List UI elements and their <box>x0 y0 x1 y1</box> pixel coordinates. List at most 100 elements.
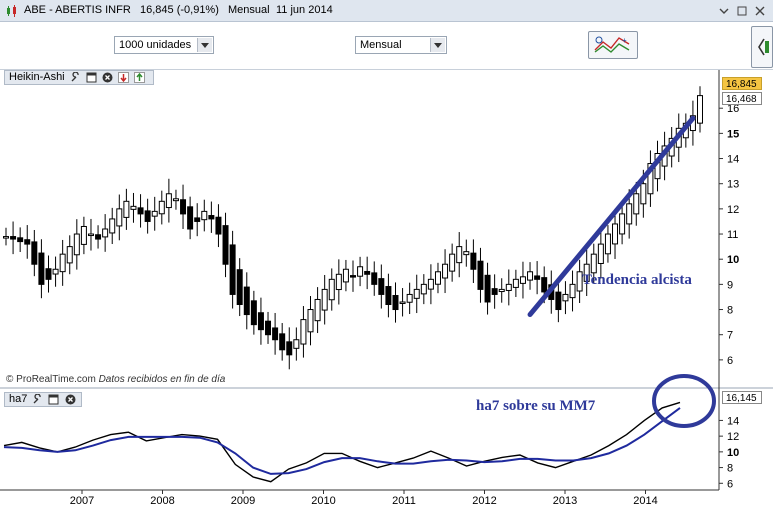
last-price-box: 16,845 <box>722 77 762 90</box>
candle-body <box>328 278 335 301</box>
data-note-text: Datos recibidos en fin de día <box>98 374 226 385</box>
candle-body <box>427 278 434 290</box>
price-y-tick-label: 10 <box>727 254 739 266</box>
candle-body <box>626 203 633 225</box>
candle-body <box>314 298 321 322</box>
candle-body <box>434 271 441 285</box>
candle-body <box>102 228 109 238</box>
copyright-text: © ProRealTime.com <box>6 374 96 385</box>
remove-icon[interactable] <box>102 72 113 83</box>
chevron-down-icon[interactable] <box>197 38 212 52</box>
price-panel-header: Heikin-Ashi <box>4 70 154 85</box>
candle-body <box>321 288 328 311</box>
trend-line <box>527 115 696 318</box>
candle-body <box>456 246 463 264</box>
candle-body <box>378 278 385 295</box>
candle-body <box>38 252 45 285</box>
candle-body <box>31 241 38 265</box>
x-tick-label: 2012 <box>472 495 496 507</box>
candle-body <box>243 286 250 316</box>
candle-body <box>300 319 307 345</box>
price-y-tick-label: 9 <box>727 279 733 291</box>
candle-body <box>640 183 647 205</box>
candle-body <box>52 268 59 275</box>
candle-body <box>619 213 626 235</box>
remove-icon[interactable] <box>65 394 76 405</box>
arrow-up-icon[interactable] <box>133 71 145 83</box>
x-tick-label: 2011 <box>392 495 416 507</box>
price-y-tick-label: 16 <box>727 103 739 115</box>
quantity-select[interactable]: 1000 unidades <box>114 36 214 54</box>
candle-body <box>392 295 399 311</box>
candle-body <box>357 266 364 277</box>
price-panel-title: Heikin-Ashi <box>9 71 65 83</box>
candle-body <box>10 236 17 240</box>
ref-price-box: 16,468 <box>722 92 762 105</box>
price-y-tick-label: 7 <box>727 330 733 342</box>
candle-body <box>597 243 604 264</box>
restore-icon[interactable] <box>736 5 748 17</box>
candle-body <box>505 283 512 291</box>
chevron-down-icon[interactable] <box>430 38 445 52</box>
candle-body <box>442 263 449 279</box>
indicator-panel-title: ha7 <box>9 393 28 405</box>
candle-body <box>335 273 342 291</box>
candle-body <box>73 233 80 256</box>
price-change: 16,845 (-0,91%) <box>140 4 219 16</box>
candle-body <box>137 207 144 215</box>
ma7-series-line <box>3 407 681 475</box>
candle-body <box>87 233 94 237</box>
candle-body <box>512 278 519 288</box>
candle-body <box>109 218 116 234</box>
candle-body <box>562 293 569 302</box>
svg-text:+: + <box>622 36 627 45</box>
candle-body <box>208 215 215 220</box>
candle-body <box>541 277 548 293</box>
period-select[interactable]: Mensual <box>355 36 447 54</box>
x-tick-label: 2008 <box>150 495 174 507</box>
indicator-y-tick-label: 8 <box>727 463 733 475</box>
x-tick-label: 2009 <box>231 495 255 507</box>
candle-body <box>519 276 526 284</box>
window-icon[interactable] <box>48 394 59 405</box>
trend-annotation: Tendencia alcista <box>582 272 692 288</box>
indicator-y-tick-label: 12 <box>727 431 739 443</box>
candle-body <box>350 275 356 278</box>
candle-body <box>24 239 31 245</box>
ha7-series-line <box>3 401 681 483</box>
candle-body <box>66 246 73 264</box>
indicators-button[interactable]: + <box>588 31 638 59</box>
candle-body <box>194 217 201 222</box>
close-icon[interactable] <box>754 5 766 17</box>
candle-body <box>364 270 371 275</box>
candle-body <box>406 293 413 303</box>
candle-body <box>123 200 130 218</box>
candle-body <box>257 312 264 331</box>
candle-body <box>250 300 257 326</box>
period-select-value: Mensual <box>360 39 402 51</box>
candle-body <box>534 275 541 280</box>
wrench-icon[interactable] <box>70 71 81 83</box>
window-icon[interactable] <box>86 72 97 83</box>
candle-body <box>555 291 562 311</box>
candle-body <box>491 288 498 295</box>
indicator-y-tick-label: 6 <box>727 478 733 490</box>
candle-body <box>80 225 87 245</box>
candle-body <box>342 268 349 283</box>
toolbar: 1000 unidades Mensual + <box>0 22 773 70</box>
candle-body <box>590 253 597 274</box>
candle-body <box>45 268 52 280</box>
period-label: Mensual <box>228 4 270 16</box>
candle-body <box>180 199 187 215</box>
price-y-tick-label: 13 <box>727 179 739 191</box>
arrow-down-icon[interactable] <box>117 71 129 83</box>
minimize-icon[interactable] <box>718 5 730 17</box>
title-bar: ABE - ABERTIS INFR 16,845 (-0,91%) Mensu… <box>0 0 773 22</box>
candle-body <box>116 208 123 227</box>
candlestick-icon <box>7 5 16 17</box>
wrench-icon[interactable] <box>32 393 43 405</box>
candle-body <box>463 251 470 256</box>
candle-body <box>17 237 24 243</box>
candle-body <box>413 288 420 299</box>
